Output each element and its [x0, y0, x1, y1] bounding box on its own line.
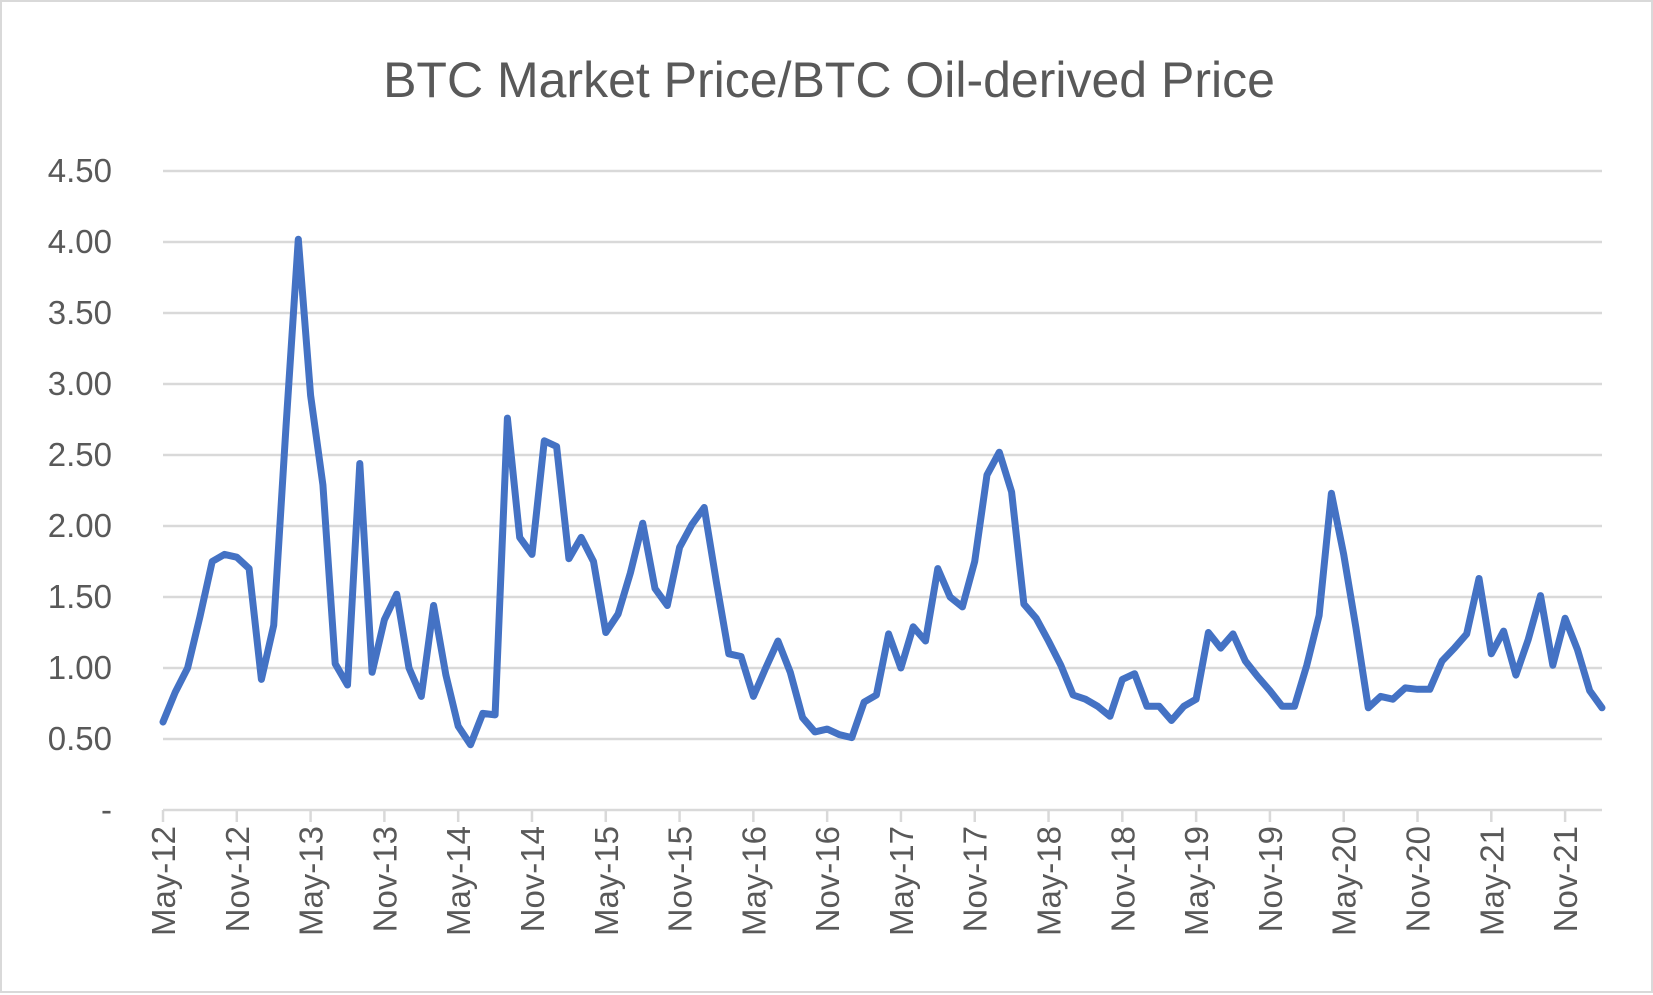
- y-tick-label: 2.50: [48, 436, 112, 473]
- y-tick-label: -: [101, 791, 112, 828]
- x-tick-label: Nov-18: [1104, 826, 1141, 932]
- x-axis-labels: May-12 Nov-12 May-13 Nov-13 May-14 Nov-14 May-…: [145, 826, 1584, 936]
- series-layer: [159, 235, 1606, 749]
- x-tick-label: Nov-19: [1252, 826, 1289, 932]
- x-tick-label: Nov-17: [957, 826, 994, 932]
- x-tick-label: May-15: [588, 826, 625, 936]
- x-tick-label: May-14: [440, 826, 477, 936]
- x-axis: [161, 808, 1602, 822]
- x-tick-label: May-21: [1473, 826, 1510, 936]
- gridlines: [163, 169, 1602, 741]
- x-tick-label: May-13: [293, 826, 330, 936]
- series-line: [159, 235, 1606, 749]
- x-tick-label: Nov-14: [514, 826, 551, 932]
- x-tick-label: Nov-20: [1400, 826, 1437, 932]
- chart-title: BTC Market Price/BTC Oil-derived Price: [383, 52, 1275, 108]
- y-tick-label: 1.50: [48, 578, 112, 615]
- x-tick-label: May-12: [145, 826, 182, 936]
- y-tick-label: 4.50: [48, 152, 112, 189]
- x-tick-label: May-18: [1031, 826, 1068, 936]
- x-tick-label: May-16: [735, 826, 772, 936]
- x-tick-label: May-20: [1326, 826, 1363, 936]
- x-tick-label: Nov-13: [366, 826, 403, 932]
- y-tick-label: 0.50: [48, 720, 112, 757]
- y-tick-label: 3.00: [48, 365, 112, 402]
- x-tick-label: Nov-16: [809, 826, 846, 932]
- x-tick-label: Nov-21: [1547, 826, 1584, 932]
- y-tick-label: 2.00: [48, 507, 112, 544]
- x-tick-label: May-19: [1178, 826, 1215, 936]
- x-tick-label: Nov-15: [662, 826, 699, 932]
- x-tick-label: Nov-12: [219, 826, 256, 932]
- y-tick-label: 1.00: [48, 649, 112, 686]
- x-tick-label: May-17: [883, 826, 920, 936]
- y-tick-label: 3.50: [48, 294, 112, 331]
- y-tick-label: 4.00: [48, 223, 112, 260]
- y-axis-labels: - 0.50 1.00 1.50 2.00 2.50 3.00 3.50 4.00 4.50: [48, 152, 112, 828]
